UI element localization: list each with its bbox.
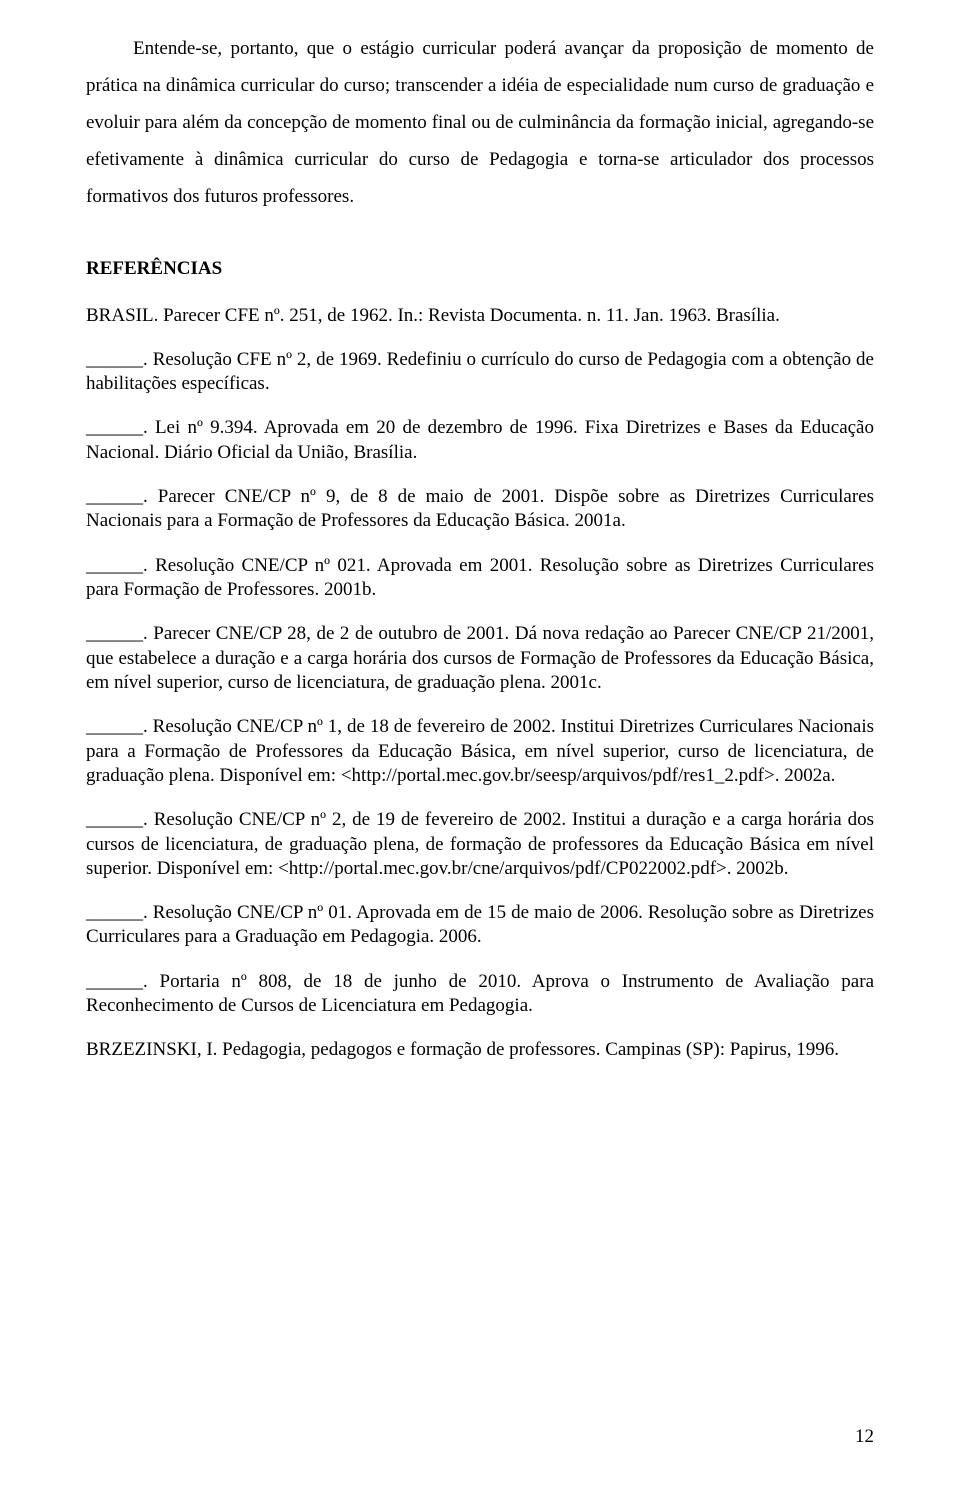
reference-item: ______. Portaria nº 808, de 18 de junho … bbox=[86, 970, 874, 1019]
reference-item: ______. Parecer CNE/CP nº 9, de 8 de mai… bbox=[86, 485, 874, 534]
reference-item: ______. Resolução CFE nº 2, de 1969. Red… bbox=[86, 348, 874, 397]
reference-item: ______. Resolução CNE/CP nº 2, de 19 de … bbox=[86, 808, 874, 881]
reference-item: BRZEZINSKI, I. Pedagogia, pedagogos e fo… bbox=[86, 1038, 874, 1062]
reference-item: ______. Parecer CNE/CP 28, de 2 de outub… bbox=[86, 622, 874, 695]
reference-item: ______. Resolução CNE/CP nº 01. Aprovada… bbox=[86, 901, 874, 950]
page: Entende-se, portanto, que o estágio curr… bbox=[0, 0, 960, 1487]
intro-paragraph: Entende-se, portanto, que o estágio curr… bbox=[86, 30, 874, 215]
reference-item: ______. Resolução CNE/CP nº 1, de 18 de … bbox=[86, 715, 874, 788]
reference-item: ______. Lei nº 9.394. Aprovada em 20 de … bbox=[86, 416, 874, 465]
reference-item: ______. Resolução CNE/CP nº 021. Aprovad… bbox=[86, 554, 874, 603]
page-number: 12 bbox=[855, 1425, 874, 1449]
references-heading: REFERÊNCIAS bbox=[86, 257, 874, 281]
reference-item: BRASIL. Parecer CFE nº. 251, de 1962. In… bbox=[86, 304, 874, 328]
